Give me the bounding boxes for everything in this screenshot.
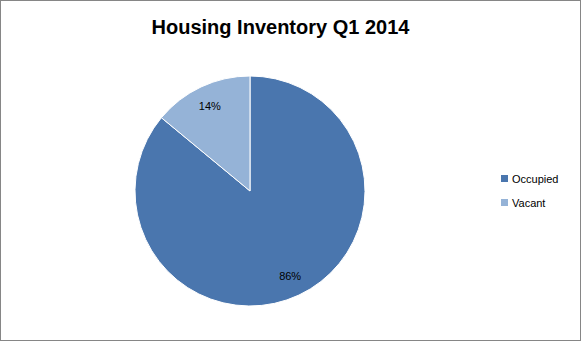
legend: Occupied Vacant (501, 173, 558, 209)
pie-slice (135, 76, 365, 306)
legend-label: Vacant (512, 197, 545, 209)
chart-title: Housing Inventory Q1 2014 (152, 16, 411, 38)
data-label: 14% (199, 100, 221, 112)
pie-slice (161, 76, 250, 191)
chart-frame (1, 1, 581, 341)
data-label: 86% (279, 270, 301, 282)
chart-svg: Housing Inventory Q1 2014 86% 14% Occupied V… (0, 0, 581, 341)
legend-swatch (501, 199, 508, 206)
legend-swatch (501, 175, 508, 182)
chart-container: Housing Inventory Q1 2014 86% 14% Occupied V… (0, 0, 581, 341)
pie-group (135, 76, 365, 306)
legend-label: Occupied (512, 173, 558, 185)
data-labels: 86% 14% (199, 100, 302, 283)
